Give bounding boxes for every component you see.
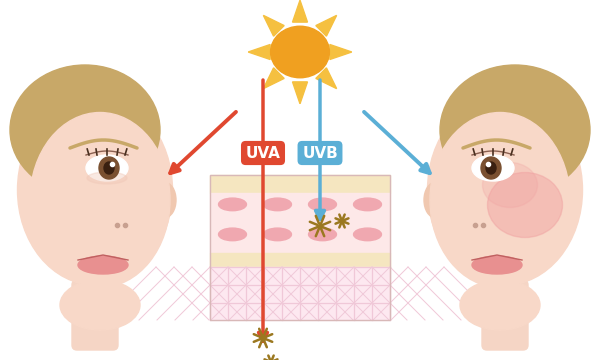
Ellipse shape	[353, 198, 382, 211]
Ellipse shape	[487, 172, 563, 238]
Polygon shape	[248, 45, 270, 59]
Ellipse shape	[218, 198, 247, 211]
Ellipse shape	[472, 256, 522, 274]
Bar	[210, 267, 390, 320]
Polygon shape	[316, 68, 337, 89]
FancyBboxPatch shape	[482, 280, 528, 350]
Ellipse shape	[460, 280, 540, 330]
Ellipse shape	[78, 256, 128, 274]
Ellipse shape	[263, 198, 292, 211]
Ellipse shape	[271, 26, 329, 78]
Ellipse shape	[486, 162, 496, 174]
Bar	[210, 253, 390, 267]
Polygon shape	[316, 15, 337, 36]
Polygon shape	[293, 0, 307, 22]
Polygon shape	[263, 68, 284, 89]
Ellipse shape	[308, 198, 337, 211]
Ellipse shape	[472, 155, 514, 181]
Text: UVB: UVB	[302, 145, 338, 161]
Ellipse shape	[263, 228, 292, 241]
Ellipse shape	[482, 162, 538, 207]
Ellipse shape	[87, 172, 127, 184]
Bar	[210, 175, 390, 193]
Ellipse shape	[353, 228, 382, 241]
Ellipse shape	[30, 112, 170, 288]
Ellipse shape	[17, 95, 173, 285]
Ellipse shape	[427, 95, 583, 285]
Ellipse shape	[308, 228, 337, 241]
Bar	[210, 193, 390, 253]
Ellipse shape	[60, 280, 140, 330]
Polygon shape	[263, 15, 284, 36]
FancyBboxPatch shape	[72, 280, 118, 350]
Ellipse shape	[86, 155, 128, 181]
Polygon shape	[330, 45, 352, 59]
Ellipse shape	[424, 183, 446, 217]
Ellipse shape	[440, 65, 590, 195]
Ellipse shape	[430, 112, 570, 288]
Ellipse shape	[154, 183, 176, 217]
Ellipse shape	[104, 162, 114, 174]
Polygon shape	[293, 82, 307, 104]
Bar	[210, 175, 390, 320]
Ellipse shape	[218, 228, 247, 241]
Ellipse shape	[99, 157, 119, 179]
Ellipse shape	[481, 157, 501, 179]
Text: UVA: UVA	[245, 145, 280, 161]
Ellipse shape	[10, 65, 160, 195]
